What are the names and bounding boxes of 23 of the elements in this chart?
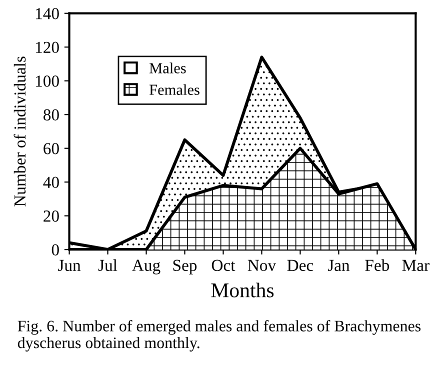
y-tick-label: 140	[36, 8, 59, 20]
x-tick-label: Oct	[212, 260, 236, 272]
legend-label: Females	[149, 84, 200, 95]
y-tick-label: 120	[36, 42, 59, 54]
x-tick-label: Sep	[173, 260, 197, 274]
y-tick-label: 0	[52, 244, 59, 256]
x-tick-label: Dec	[287, 260, 314, 272]
x-tick-label: Jan	[328, 260, 350, 272]
x-tick-label: Mar	[402, 260, 430, 272]
legend-label: Males	[149, 62, 186, 74]
x-tick-label: Aug	[132, 260, 160, 274]
y-tick-label: 100	[36, 76, 59, 87]
x-tick-label: Jul	[98, 259, 118, 272]
y-tick-label: 40	[43, 176, 59, 188]
y-tick-label: 60	[44, 143, 59, 154]
x-tick-label: Jun	[58, 260, 81, 272]
caption: Fig. 6. Number of emerged males and females of Brachymenes dyscherus obtained monthly.	[18, 320, 421, 352]
x-axis-title: Months	[211, 282, 274, 298]
y-tick-label: 80	[44, 109, 59, 121]
x-tick-label: Feb	[365, 259, 390, 272]
x-tick-label: Nov	[248, 260, 276, 272]
y-axis-title: Number of individuals	[14, 56, 26, 206]
y-tick-label: 20	[44, 210, 59, 222]
